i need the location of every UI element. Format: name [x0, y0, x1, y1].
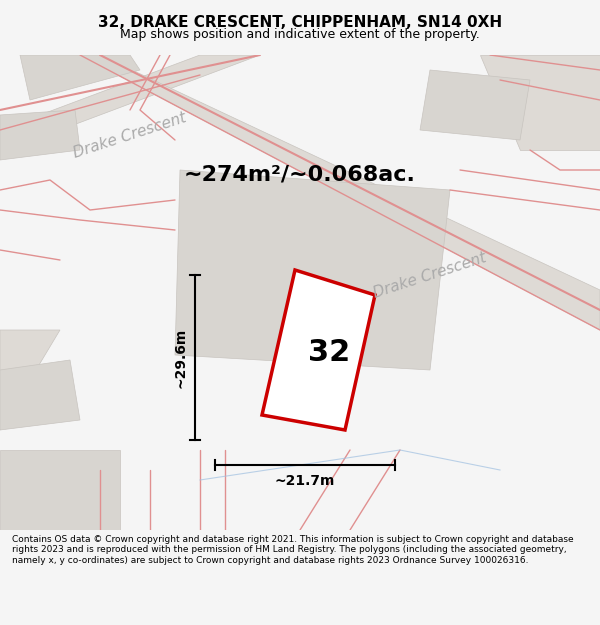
Text: ~21.7m: ~21.7m: [275, 474, 335, 488]
Polygon shape: [0, 55, 260, 130]
Polygon shape: [0, 360, 80, 430]
Polygon shape: [480, 55, 600, 150]
Text: ~29.6m: ~29.6m: [173, 328, 187, 388]
Text: Drake Crescent: Drake Crescent: [371, 249, 488, 301]
Text: Contains OS data © Crown copyright and database right 2021. This information is : Contains OS data © Crown copyright and d…: [12, 535, 574, 564]
Polygon shape: [262, 270, 375, 430]
Polygon shape: [175, 170, 450, 370]
Polygon shape: [20, 55, 140, 100]
Text: Drake Crescent: Drake Crescent: [71, 109, 188, 161]
Polygon shape: [0, 330, 60, 430]
Polygon shape: [80, 55, 600, 330]
Text: 32: 32: [308, 338, 350, 367]
Text: Map shows position and indicative extent of the property.: Map shows position and indicative extent…: [120, 28, 480, 41]
Text: 32, DRAKE CRESCENT, CHIPPENHAM, SN14 0XH: 32, DRAKE CRESCENT, CHIPPENHAM, SN14 0XH: [98, 16, 502, 31]
Polygon shape: [420, 70, 530, 140]
Text: ~274m²/~0.068ac.: ~274m²/~0.068ac.: [184, 165, 416, 185]
Polygon shape: [0, 450, 120, 530]
Polygon shape: [0, 110, 80, 160]
